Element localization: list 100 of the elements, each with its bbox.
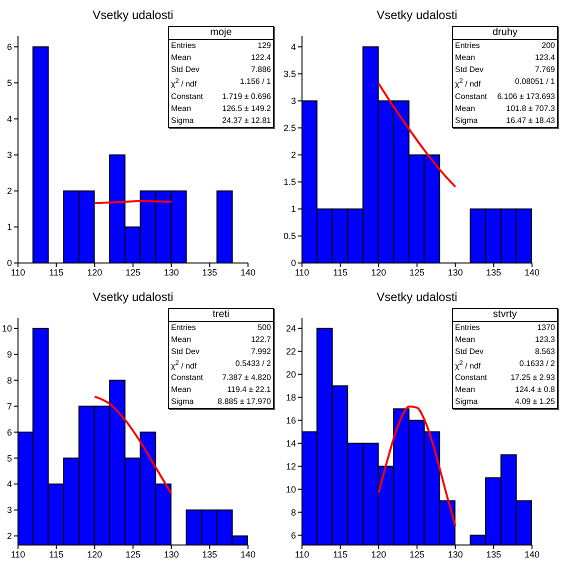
text: 7.886 <box>250 64 271 76</box>
annotation: Std Dev <box>171 64 200 76</box>
annotation: Entries <box>455 322 480 334</box>
x-tick-label: 110 <box>294 548 310 559</box>
x-tick-label: 135 <box>202 548 218 559</box>
annotation: Mean <box>455 52 476 64</box>
y-tick-label: 5 <box>6 452 12 463</box>
annotation: 1.156 / 1 <box>240 76 271 88</box>
y-tick-label: 16 <box>286 414 296 425</box>
x-tick-label: 110 <box>10 548 26 559</box>
annotation: Mean <box>455 102 476 115</box>
annotation: Mean <box>171 384 192 396</box>
x-tick-label: 110 <box>294 267 310 278</box>
x-tick-label: 140 <box>240 267 256 278</box>
x-tick-label: 115 <box>333 267 348 278</box>
y-tick-label: 3.5 <box>283 69 296 80</box>
annotation: Mean <box>455 384 476 396</box>
annotation: 16.47 ± 18.43 <box>506 114 555 127</box>
annotation: Mean <box>171 102 192 115</box>
annotation: Sigma <box>455 114 478 127</box>
annotation: 0.1633 / 2 <box>519 358 555 370</box>
x-tick-label: 140 <box>524 548 540 559</box>
annotation: 17.25 ± 2.93 <box>510 372 555 384</box>
line-series <box>378 405 456 527</box>
annotation: Sigma <box>171 114 194 127</box>
y-tick-label: 4 <box>6 114 12 124</box>
annotation: stvrty <box>453 308 557 322</box>
annotation: 7.387 ± 4.820 <box>222 372 271 384</box>
annotation: Entries <box>455 40 480 52</box>
y-tick-label: 12 <box>286 460 296 471</box>
x-tick-label: 120 <box>371 548 386 559</box>
y-tick-label: 3 <box>6 504 12 515</box>
chart-title: Vsetky udalosti <box>376 290 458 304</box>
y-tick-label: 1 <box>290 204 296 214</box>
y-tick-label: 6 <box>6 426 12 437</box>
annotation: Constant <box>171 90 204 103</box>
annotation: χ$^{2}$ / ndf <box>171 358 197 372</box>
x-tick-label: 130 <box>164 267 179 278</box>
y-tick-label: 4 <box>290 42 296 52</box>
y-tick-label: 0 <box>290 258 296 268</box>
chart-title: Vsetky udalosti <box>92 8 174 22</box>
y-tick-label: 0.5 <box>283 231 296 242</box>
y-tick-label: 20 <box>286 369 296 380</box>
y-tick-label: 9 <box>6 349 12 360</box>
y-tick-label: 1.5 <box>283 177 296 188</box>
annotation: Constant <box>455 90 488 103</box>
annotation: 0.5433 / 2 <box>235 358 271 370</box>
y-tick-label: 4 <box>6 478 12 489</box>
y-tick-label: 10 <box>286 484 296 494</box>
y-tick-label: 3 <box>290 96 296 106</box>
line-series <box>94 395 172 494</box>
annotation: 4.09 ± 1.25 <box>515 396 555 408</box>
line-series <box>378 82 456 188</box>
x-tick-label: 110 <box>10 267 26 278</box>
y-tick-label: 5 <box>6 78 12 88</box>
x-tick-label: 130 <box>164 548 179 559</box>
annotation: Sigma <box>455 396 478 408</box>
annotation: χ$^{2}$ / ndf <box>455 77 481 91</box>
annotation: 124.4 ± 0.8 <box>515 384 555 396</box>
x-tick-label: 140 <box>524 267 540 278</box>
y-tick-label: 18 <box>286 392 296 402</box>
annotation: treti <box>169 308 273 322</box>
annotation: χ$^{2}$ / ndf <box>171 77 197 91</box>
annotation: moje <box>169 27 273 40</box>
y-tick-label: 2 <box>6 530 12 541</box>
annotation: Std Dev <box>455 64 484 76</box>
text: 129 <box>258 40 271 52</box>
x-tick-label: 125 <box>409 267 425 278</box>
annotation: druhy <box>453 27 557 40</box>
annotation: 8.885 ± 17.970 <box>218 396 271 408</box>
x-tick-label: 120 <box>87 548 102 559</box>
y-tick-label: 7 <box>6 400 12 411</box>
annotation: 6.106 ± 173.693 <box>497 90 555 103</box>
annotation: 101.8 ± 707.3 <box>506 102 555 115</box>
annotation: Entries <box>171 322 196 334</box>
annotation: 119.4 ± 22.1 <box>227 384 271 396</box>
x-tick-label: 115 <box>49 267 64 278</box>
chart-title: Vsetky udalosti <box>92 290 174 304</box>
text: 123.4 <box>534 52 555 64</box>
y-tick-label: 2.5 <box>283 123 296 134</box>
x-tick-label: 120 <box>87 267 102 278</box>
annotation: χ$^{2}$ / ndf <box>455 358 481 372</box>
annotation: Mean <box>171 52 192 64</box>
x-tick-label: 125 <box>125 267 141 278</box>
text: 200 <box>542 40 555 52</box>
x-tick-label: 135 <box>486 267 502 278</box>
x-tick-label: 115 <box>49 548 64 559</box>
annotation: 24.37 ± 12.81 <box>222 114 271 127</box>
text: 8.563 <box>534 346 555 358</box>
annotation: Sigma <box>171 396 194 408</box>
y-tick-label: 2 <box>290 150 296 160</box>
annotation: 1.719 ± 0.696 <box>222 90 271 103</box>
annotation: 0.08051 / 1 <box>514 76 555 88</box>
text: 7.769 <box>534 64 555 76</box>
x-tick-label: 130 <box>448 267 463 278</box>
annotation: Mean <box>455 334 476 346</box>
x-tick-label: 135 <box>202 267 218 278</box>
y-tick-label: 2 <box>6 186 12 196</box>
x-tick-label: 135 <box>486 548 502 559</box>
text: 500 <box>258 322 271 334</box>
